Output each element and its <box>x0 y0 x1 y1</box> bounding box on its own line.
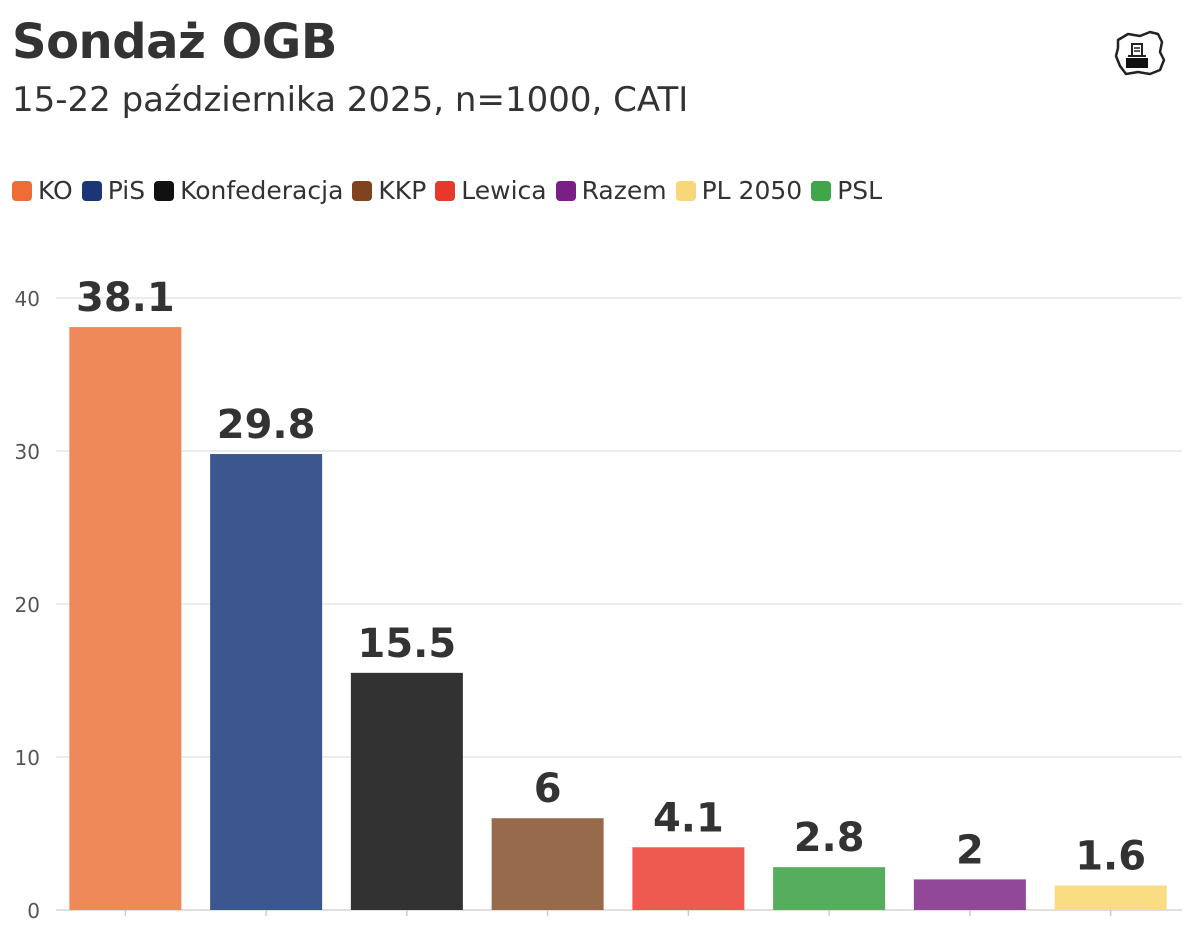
label-layer: 0 10 20 30 40 38.1 29.8 15.5 6 4.1 2.8 2 1.6 <box>15 275 1147 923</box>
data-label: 29.8 <box>217 402 316 448</box>
legend-swatch <box>555 180 576 201</box>
y-tick-label: 0 <box>27 899 40 923</box>
data-label: 6 <box>534 766 562 812</box>
legend-label: Konfederacja <box>180 176 344 205</box>
legend-swatch <box>435 180 456 201</box>
legend-item-psl[interactable]: PSL <box>811 176 882 205</box>
legend-item-kkp[interactable]: KKP <box>352 176 426 205</box>
bar-kkp[interactable] <box>491 818 604 910</box>
legend-item-razem[interactable]: Razem <box>555 176 667 205</box>
legend: KO PiS Konfederacja KKP Lewica Razem PL … <box>12 176 891 205</box>
legend-label: KKP <box>378 176 427 205</box>
legend-swatch <box>154 180 175 201</box>
bar-lewica[interactable] <box>632 847 745 910</box>
bar-ko[interactable] <box>69 327 182 910</box>
data-label: 2 <box>956 827 984 873</box>
data-label: 1.6 <box>1075 834 1146 880</box>
bar-konfederacja[interactable] <box>350 672 463 910</box>
y-tick-label: 20 <box>15 593 40 617</box>
legend-item-pl2050[interactable]: PL 2050 <box>675 176 803 205</box>
legend-label: PSL <box>837 176 883 205</box>
legend-swatch <box>352 180 373 201</box>
data-label: 15.5 <box>358 621 457 667</box>
legend-label: Razem <box>581 176 667 205</box>
data-label: 38.1 <box>76 275 175 321</box>
bar-pl2050[interactable] <box>1054 885 1167 910</box>
legend-swatch <box>675 180 696 201</box>
chart-subtitle: 15-22 października 2025, n=1000, CATI <box>12 80 689 120</box>
legend-label: PL 2050 <box>701 176 803 205</box>
legend-label: KO <box>38 176 73 205</box>
legend-label: PiS <box>107 176 146 205</box>
legend-label: Lewica <box>461 176 547 205</box>
data-label: 2.8 <box>794 815 865 861</box>
bar-psl[interactable] <box>773 867 886 910</box>
legend-item-ko[interactable]: KO <box>12 176 73 205</box>
chart-title: Sondaż OGB <box>12 14 337 70</box>
legend-item-konfederacja[interactable]: Konfederacja <box>154 176 343 205</box>
bar-razem[interactable] <box>913 879 1026 910</box>
legend-swatch <box>811 180 832 201</box>
poland-ballot-icon <box>1112 26 1168 82</box>
y-tick-label: 10 <box>15 746 40 770</box>
legend-item-pis[interactable]: PiS <box>81 176 146 205</box>
bar-pis[interactable] <box>210 454 323 910</box>
data-label: 4.1 <box>653 795 724 841</box>
legend-swatch <box>12 180 32 201</box>
y-tick-label: 30 <box>15 440 40 464</box>
bar-layer <box>69 327 1167 910</box>
legend-swatch <box>81 180 102 201</box>
y-tick-label: 40 <box>15 287 40 311</box>
legend-item-lewica[interactable]: Lewica <box>435 176 547 205</box>
